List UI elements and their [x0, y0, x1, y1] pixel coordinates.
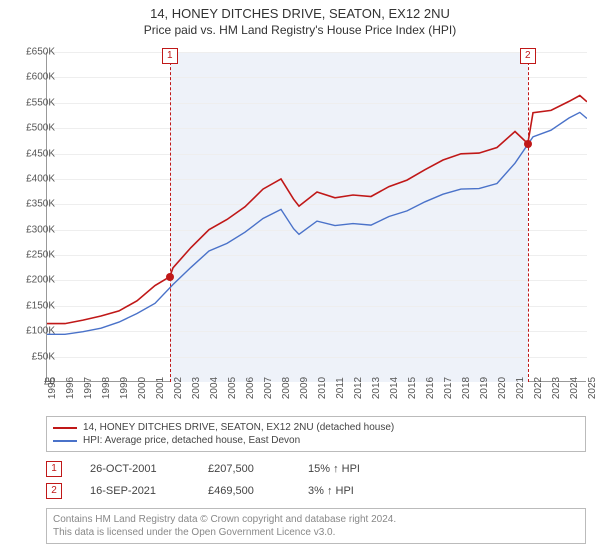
footer-line: Contains HM Land Registry data © Crown c… — [53, 513, 579, 526]
y-axis-tick: £350K — [15, 199, 55, 210]
x-axis-tick: 1998 — [101, 377, 112, 399]
footer-attribution: Contains HM Land Registry data © Crown c… — [46, 508, 586, 544]
x-axis-tick: 2020 — [497, 377, 508, 399]
chart-subtitle: Price paid vs. HM Land Registry's House … — [0, 21, 600, 37]
legend-row: 14, HONEY DITCHES DRIVE, SEATON, EX12 2N… — [53, 421, 579, 434]
x-axis-tick: 2002 — [173, 377, 184, 399]
x-axis-tick: 2015 — [407, 377, 418, 399]
sales-row: 2 16-SEP-2021 £469,500 3% ↑ HPI — [46, 480, 388, 502]
x-axis-tick: 2006 — [245, 377, 256, 399]
legend-swatch — [53, 427, 77, 429]
sale-price: £207,500 — [208, 463, 280, 475]
legend-label: HPI: Average price, detached house, East… — [83, 435, 300, 446]
x-axis-tick: 2001 — [155, 377, 166, 399]
sale-date: 16-SEP-2021 — [90, 485, 180, 497]
x-axis-tick: 1999 — [119, 377, 130, 399]
x-axis-tick: 2016 — [425, 377, 436, 399]
series-hpi — [47, 112, 587, 334]
legend-box: 14, HONEY DITCHES DRIVE, SEATON, EX12 2N… — [46, 416, 586, 452]
x-axis-tick: 2008 — [281, 377, 292, 399]
series-property — [47, 96, 587, 324]
x-axis-tick: 1997 — [83, 377, 94, 399]
y-axis-tick: £650K — [15, 47, 55, 58]
x-axis-tick: 1996 — [65, 377, 76, 399]
y-axis-tick: £500K — [15, 123, 55, 134]
x-axis-tick: 2011 — [335, 377, 346, 399]
x-axis-tick: 2021 — [515, 377, 526, 399]
x-axis-tick: 2018 — [461, 377, 472, 399]
x-axis-tick: 2013 — [371, 377, 382, 399]
y-axis-tick: £50K — [15, 351, 55, 362]
x-axis-tick: 2000 — [137, 377, 148, 399]
y-axis-tick: £200K — [15, 275, 55, 286]
y-axis-tick: £0 — [15, 377, 55, 388]
sale-index-badge: 2 — [46, 483, 62, 499]
x-axis-tick: 2005 — [227, 377, 238, 399]
x-axis-tick: 2012 — [353, 377, 364, 399]
x-axis-tick: 2023 — [551, 377, 562, 399]
legend-row: HPI: Average price, detached house, East… — [53, 434, 579, 447]
x-axis-tick: 2009 — [299, 377, 310, 399]
y-axis-tick: £550K — [15, 97, 55, 108]
sales-table: 1 26-OCT-2001 £207,500 15% ↑ HPI 2 16-SE… — [46, 458, 388, 502]
legend-swatch — [53, 440, 77, 442]
x-axis-tick: 2007 — [263, 377, 274, 399]
x-axis-tick: 2004 — [209, 377, 220, 399]
sale-marker-line — [528, 52, 529, 382]
footer-line: This data is licensed under the Open Gov… — [53, 526, 579, 539]
sale-marker-badge: 1 — [162, 48, 178, 64]
sales-row: 1 26-OCT-2001 £207,500 15% ↑ HPI — [46, 458, 388, 480]
sale-marker-dot — [166, 273, 174, 281]
x-axis-tick: 2024 — [569, 377, 580, 399]
x-axis-tick: 2019 — [479, 377, 490, 399]
y-axis-tick: £450K — [15, 148, 55, 159]
x-axis-tick: 2014 — [389, 377, 400, 399]
x-axis-tick: 2022 — [533, 377, 544, 399]
y-axis-tick: £400K — [15, 173, 55, 184]
x-axis-tick: 2017 — [443, 377, 454, 399]
y-axis-tick: £150K — [15, 300, 55, 311]
chart-plot-area: 12 1995199619971998199920002001200220032… — [46, 52, 586, 382]
sale-marker-line — [170, 52, 171, 382]
x-axis-tick: 2003 — [191, 377, 202, 399]
y-axis-tick: £100K — [15, 326, 55, 337]
x-axis-tick: 2010 — [317, 377, 328, 399]
legend-label: 14, HONEY DITCHES DRIVE, SEATON, EX12 2N… — [83, 422, 394, 433]
chart-title: 14, HONEY DITCHES DRIVE, SEATON, EX12 2N… — [0, 0, 600, 21]
y-axis-tick: £250K — [15, 250, 55, 261]
sale-delta: 3% ↑ HPI — [308, 485, 388, 497]
y-axis-tick: £600K — [15, 72, 55, 83]
line-plot — [47, 52, 587, 382]
sale-date: 26-OCT-2001 — [90, 463, 180, 475]
y-axis-tick: £300K — [15, 224, 55, 235]
sale-price: £469,500 — [208, 485, 280, 497]
sale-index-badge: 1 — [46, 461, 62, 477]
sale-marker-dot — [524, 140, 532, 148]
sale-marker-badge: 2 — [520, 48, 536, 64]
sale-delta: 15% ↑ HPI — [308, 463, 388, 475]
x-axis-tick: 2025 — [587, 377, 598, 399]
